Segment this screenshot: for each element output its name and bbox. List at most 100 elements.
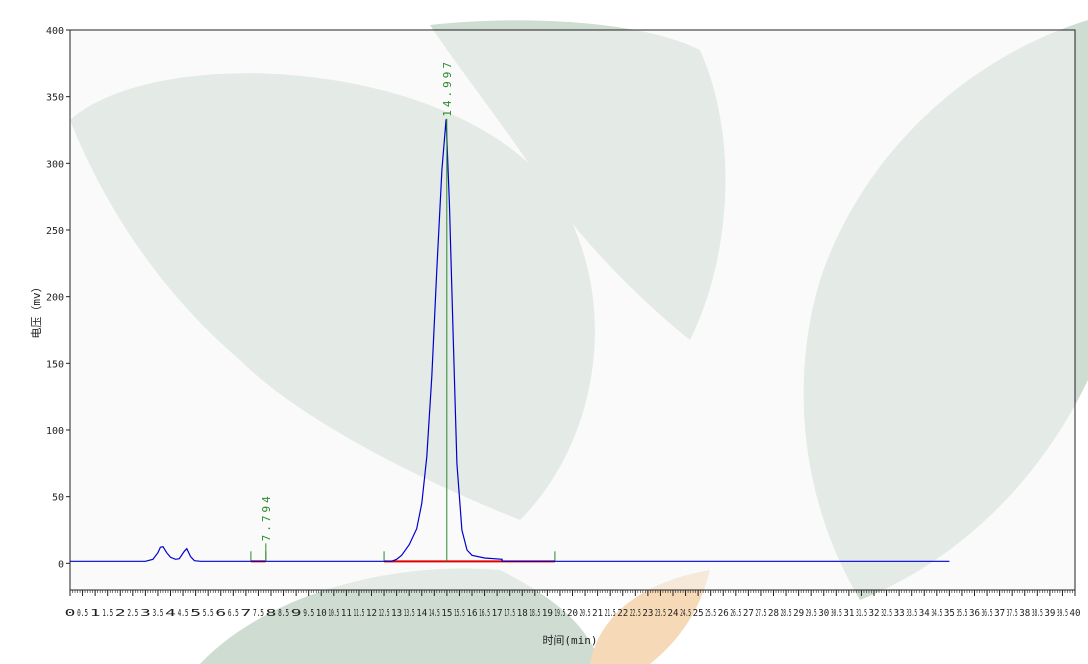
x-tick-label: 28.5	[781, 608, 792, 619]
x-tick-label: 39	[1044, 608, 1055, 619]
y-tick-label: 150	[46, 359, 64, 370]
x-tick-label: 26.5	[730, 608, 741, 619]
x-tick-label: 9	[291, 608, 302, 619]
x-tick-label: 10	[316, 608, 327, 619]
x-tick-label: 18.5	[529, 608, 540, 619]
x-tick-label: 6	[215, 608, 226, 619]
x-tick-label: 14	[416, 608, 427, 619]
x-tick-label: 22	[617, 608, 628, 619]
x-tick-label: 32	[869, 608, 880, 619]
y-tick-label: 350	[46, 93, 64, 104]
x-tick-label: 21.5	[605, 608, 616, 619]
x-tick-label: 7	[240, 608, 251, 619]
x-tick-label: 38.5	[1032, 608, 1043, 619]
y-tick-label: 100	[46, 426, 64, 437]
x-tick-label: 1.5	[102, 608, 113, 619]
y-tick-label: 50	[52, 493, 64, 504]
y-axis-title: 电压（mv）	[30, 281, 43, 338]
plot-area	[69, 29, 1076, 591]
x-tick-label: 13	[391, 608, 402, 619]
x-axis-title: 时间(min)	[542, 634, 597, 647]
x-tick-label: 11.5	[353, 608, 364, 619]
y-tick-label: 0	[58, 559, 64, 570]
x-tick-label: 23.5	[655, 608, 666, 619]
x-tick-label: 2	[115, 608, 126, 619]
x-tick-label: 14.5	[429, 608, 440, 619]
x-tick-label: 36.5	[982, 608, 993, 619]
watermark-leaf-accent	[590, 570, 710, 664]
x-tick-label: 20	[567, 608, 578, 619]
y-axis: 0 50 100 150 200 250 300 350 400	[46, 26, 70, 570]
y-tick-label: 200	[46, 293, 64, 304]
x-tick-label: 33.5	[906, 608, 917, 619]
x-tick-label: 8.5	[278, 608, 289, 619]
x-axis: 0 0.5 1 1.5 2 2.5 3 3.5 4 4.5 5 5.5 6 6.5 7 7.5 8 8.5 9 9.5…	[65, 590, 1081, 619]
y-tick-label: 250	[46, 226, 64, 237]
x-tick-label: 19.5	[554, 608, 565, 619]
x-tick-label: 24.5	[680, 608, 691, 619]
x-tick-label: 25	[693, 608, 704, 619]
x-tick-label: 3	[140, 608, 151, 619]
x-tick-label: 8	[266, 608, 277, 619]
x-tick-label: 25.5	[705, 608, 716, 619]
x-tick-label: 2.5	[127, 608, 138, 619]
x-tick-label: 16	[467, 608, 478, 619]
x-tick-label: 23	[642, 608, 653, 619]
x-tick-label: 39.5	[1057, 608, 1068, 619]
x-tick-label: 12	[366, 608, 377, 619]
x-tick-label: 34	[919, 608, 930, 619]
peak-label: 14.997	[441, 59, 454, 117]
x-tick-label: 19	[542, 608, 553, 619]
x-tick-label: 38	[1019, 608, 1030, 619]
x-tick-label: 17.5	[504, 608, 515, 619]
y-tick-label: 400	[46, 26, 64, 37]
watermark-leaf-bottom	[200, 568, 600, 664]
x-tick-label: 3.5	[152, 608, 163, 619]
x-tick-label: 20.5	[580, 608, 591, 619]
x-tick-label: 26	[718, 608, 729, 619]
x-tick-label: 17	[492, 608, 503, 619]
y-tick-label: 300	[46, 159, 64, 170]
x-tick-label: 5.5	[203, 608, 214, 619]
x-tick-label: 34.5	[931, 608, 942, 619]
peak-markers: 7.794 14.997	[260, 59, 454, 562]
x-tick-label: 37.5	[1007, 608, 1018, 619]
x-tick-label: 10.5	[328, 608, 339, 619]
x-tick-label: 29	[793, 608, 804, 619]
x-tick-label: 31.5	[856, 608, 867, 619]
x-tick-label: 21	[592, 608, 603, 619]
x-tick-label: 31	[843, 608, 854, 619]
x-tick-label: 22.5	[630, 608, 641, 619]
x-tick-label: 0.5	[77, 608, 88, 619]
x-tick-label: 12.5	[379, 608, 390, 619]
x-tick-label: 6.5	[228, 608, 239, 619]
x-tick-label: 9.5	[303, 608, 314, 619]
x-tick-label: 13.5	[404, 608, 415, 619]
x-tick-label: 11	[341, 608, 352, 619]
x-tick-label: 24	[668, 608, 679, 619]
x-tick-label: 0	[65, 608, 76, 619]
x-tick-label: 32.5	[881, 608, 892, 619]
x-tick-label: 15.5	[454, 608, 465, 619]
x-tick-label: 40	[1070, 608, 1081, 619]
x-tick-label: 35	[944, 608, 955, 619]
x-tick-label: 4.5	[178, 608, 189, 619]
x-tick-label: 7.5	[253, 608, 264, 619]
signal-trace	[70, 119, 950, 562]
x-tick-label: 36	[969, 608, 980, 619]
x-tick-label: 1	[90, 608, 101, 619]
x-tick-label: 18	[517, 608, 528, 619]
peak-label: 7.794	[260, 493, 273, 541]
x-tick-label: 4	[165, 608, 176, 619]
x-tick-label: 27.5	[755, 608, 766, 619]
x-tick-label: 30	[818, 608, 829, 619]
x-tick-label: 27	[743, 608, 754, 619]
x-tick-label: 5	[190, 608, 201, 619]
x-tick-label: 29.5	[806, 608, 817, 619]
x-tick-label: 28	[768, 608, 779, 619]
x-tick-label: 33	[894, 608, 905, 619]
x-tick-label: 37	[994, 608, 1005, 619]
x-tick-label: 15	[441, 608, 452, 619]
